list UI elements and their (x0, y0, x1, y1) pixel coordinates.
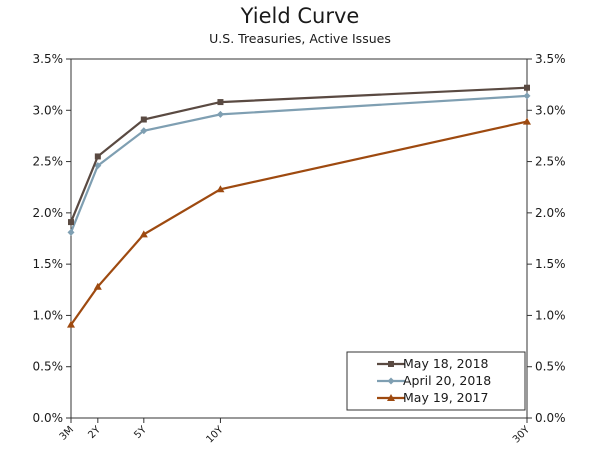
series-line (69, 94, 528, 233)
y-tick-label-left: 3.0% (33, 103, 64, 117)
series-point (216, 185, 225, 193)
chart-subtitle: U.S. Treasuries, Active Issues (209, 31, 391, 46)
series-point (523, 92, 531, 100)
y-tick-label-right: 0.5% (535, 360, 566, 374)
series-point (216, 110, 224, 118)
series-line (69, 86, 528, 223)
series-point (67, 320, 75, 328)
y-tick-label-left: 2.0% (33, 206, 64, 220)
legend-label: May 18, 2018 (403, 356, 489, 371)
y-tick-label-left: 2.5% (33, 155, 64, 169)
y-tick-label-right: 1.5% (535, 257, 566, 271)
legend-marker (387, 377, 395, 385)
series-point (140, 127, 148, 135)
y-tick-label-right: 3.0% (535, 103, 566, 117)
y-tick-label-right: 1.0% (535, 308, 566, 322)
legend-box (346, 351, 526, 411)
series-point (140, 116, 147, 123)
series-point (94, 162, 102, 170)
series-point (217, 99, 224, 106)
plot-frame (70, 58, 528, 419)
y-tick-label-left: 1.0% (33, 308, 64, 322)
series-point (139, 230, 148, 238)
y-tick-label-right: 0.0% (535, 411, 566, 425)
series-point (67, 228, 75, 236)
legend-marker (387, 394, 395, 401)
series-point (523, 117, 531, 125)
legend-label: May 19, 2017 (403, 390, 488, 405)
series-point (524, 84, 530, 91)
y-tick-label-right: 3.5% (535, 52, 566, 66)
chart-title: Yield Curve (240, 4, 360, 28)
x-tick-label: 5Y (132, 424, 149, 441)
series-point (94, 153, 101, 160)
y-tick-label-left: 3.5% (33, 52, 64, 66)
series-point (68, 219, 74, 226)
x-tick-label: 30Y (511, 424, 533, 446)
y-tick-label-left: 0.5% (33, 360, 64, 374)
y-tick-label-right: 2.0% (535, 206, 566, 220)
legend-label: April 20, 2018 (403, 373, 491, 388)
y-tick-label-left: 1.5% (33, 257, 64, 271)
series-line (70, 120, 528, 326)
x-tick-label: 10Y (204, 424, 226, 446)
x-tick-label: 2Y (86, 424, 103, 441)
y-tick-label-right: 2.5% (535, 155, 566, 169)
y-tick-label-left: 0.0% (33, 411, 64, 425)
x-tick-label: 3M (58, 424, 76, 442)
series-point (93, 282, 102, 290)
legend-marker (388, 361, 394, 367)
